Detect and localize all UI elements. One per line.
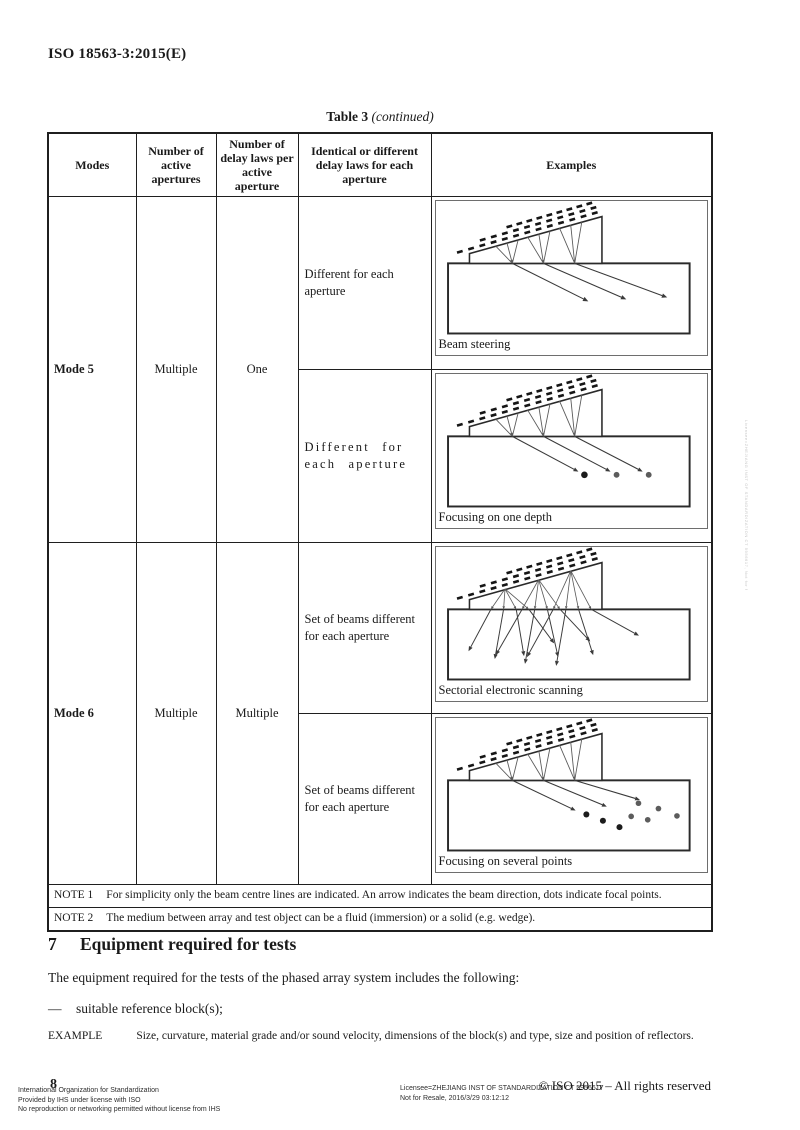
example-label: EXAMPLE [48, 1030, 103, 1042]
mode5-sub2-desc: Different for each aperture [297, 369, 432, 543]
note-2-label: NOTE 2 [54, 911, 94, 924]
section-7-heading: 7 Equipment required for tests [48, 934, 711, 955]
section-title: Equipment required for tests [80, 934, 297, 954]
footer-license-line: Licensee=ZHEJIANG INST OF STANDARDIZATIO… [400, 1085, 604, 1092]
mode5-sub2-example: Focusing on one depth [430, 369, 713, 543]
table-3-container: Table 3 (continued) Modes Number of acti… [47, 109, 713, 932]
example-caption: Beam steering [438, 337, 511, 352]
section-number: 7 [48, 934, 57, 954]
note-1-text: For simplicity only the beam centre line… [106, 889, 662, 901]
bullet-dash: — [48, 1001, 62, 1016]
note-1-label: NOTE 1 [54, 889, 94, 901]
example-caption: Focusing on several points [438, 854, 573, 869]
focusing-one-depth-diagram [446, 374, 691, 508]
footer-left-block: International Organization for Standardi… [18, 1086, 220, 1115]
footer-license-block: Licensee=ZHEJIANG INST OF STANDARDIZATIO… [400, 1084, 604, 1103]
col-header-active-apertures: Number of active apertures [135, 132, 217, 197]
mode6-sub2-desc: Set of beams different for each aperture [297, 713, 432, 885]
mode6-apertures: Multiple [135, 542, 217, 885]
footer-left-line: No reproduction or networking permitted … [18, 1106, 221, 1113]
table-row: Mode 6 Multiple Multiple Set of beams di… [47, 542, 713, 885]
table-title-continued: (continued) [371, 109, 434, 124]
col-header-examples: Examples [430, 132, 713, 197]
table-row: Mode 5 Multiple One Different for each a… [47, 196, 713, 543]
beam-steering-diagram [446, 201, 691, 335]
footer-copyright: © ISO 2015 – All rights reserved [538, 1078, 711, 1093]
mode6-sub1-example: Sectorial electronic scanning [430, 542, 713, 714]
example-frame: Focusing on one depth [434, 373, 708, 529]
table-3: Modes Number of active apertures Number … [47, 132, 713, 932]
mode5-sub1-example: Beam steering [430, 196, 713, 370]
table-title-bold: Table 3 [326, 109, 369, 124]
standard-reference: ISO 18563-3:2015(E) [48, 46, 187, 62]
table-title: Table 3 (continued) [47, 109, 713, 125]
mode5-apertures: Multiple [135, 196, 217, 543]
example-note: EXAMPLE Size, curvature, material grade a… [48, 1029, 711, 1045]
mode6-label: Mode 6 [47, 542, 137, 885]
example-frame: Beam steering [434, 200, 708, 356]
page-number: 8 [50, 1077, 57, 1092]
mode6-sub1-desc: Set of beams different for each aperture [297, 542, 432, 714]
mode5-delay-laws: One [215, 196, 299, 543]
footer-left-line: Provided by IHS under license with ISO [18, 1096, 141, 1104]
bullet-item: — suitable reference block(s); [48, 1001, 711, 1017]
section-paragraph: The equipment required for the tests of … [48, 970, 520, 985]
example-caption: Focusing on one depth [438, 510, 553, 525]
table-row: Set of beams different for each aperture… [48, 713, 713, 885]
note-2-text: The medium between array and test object… [106, 911, 536, 924]
table-header-row: Modes Number of active apertures Number … [47, 132, 713, 197]
footer-license-line: Not for Resale, 2016/3/29 03:12:12 [400, 1094, 509, 1102]
focusing-several-points-diagram [446, 718, 691, 852]
table-row: Different for each aperture Focusing on … [48, 369, 713, 543]
col-header-identical-different: Identical or different delay laws for ea… [297, 132, 432, 197]
example-caption: Sectorial electronic scanning [438, 683, 583, 698]
mode5-sub1-desc: Different for each aperture [297, 196, 432, 370]
footer-left-line: International Organization for Standardi… [18, 1087, 159, 1094]
col-header-delay-laws: Number of delay laws per active aperture [215, 132, 299, 197]
sectorial-scanning-diagram [446, 547, 691, 681]
example-frame: Focusing on several points [434, 717, 708, 873]
example-frame: Sectorial electronic scanning [434, 546, 708, 702]
mode6-delay-laws: Multiple [215, 542, 299, 885]
note-1-row: NOTE 1 For simplicity only the beam centr… [47, 884, 713, 908]
mode5-label: Mode 5 [47, 196, 137, 543]
col-header-modes: Modes [47, 132, 137, 197]
vertical-watermark: Licensee=ZHEJIANG INST OF STANDARDIZATIO… [744, 420, 749, 590]
bullet-text: suitable reference block(s); [76, 1001, 223, 1016]
mode6-sub2-example: Focusing on several points [430, 713, 713, 885]
example-text: Size, curvature, material grade and/or s… [136, 1030, 694, 1042]
note-2-row: NOTE 2 The medium between array and test … [47, 906, 713, 932]
